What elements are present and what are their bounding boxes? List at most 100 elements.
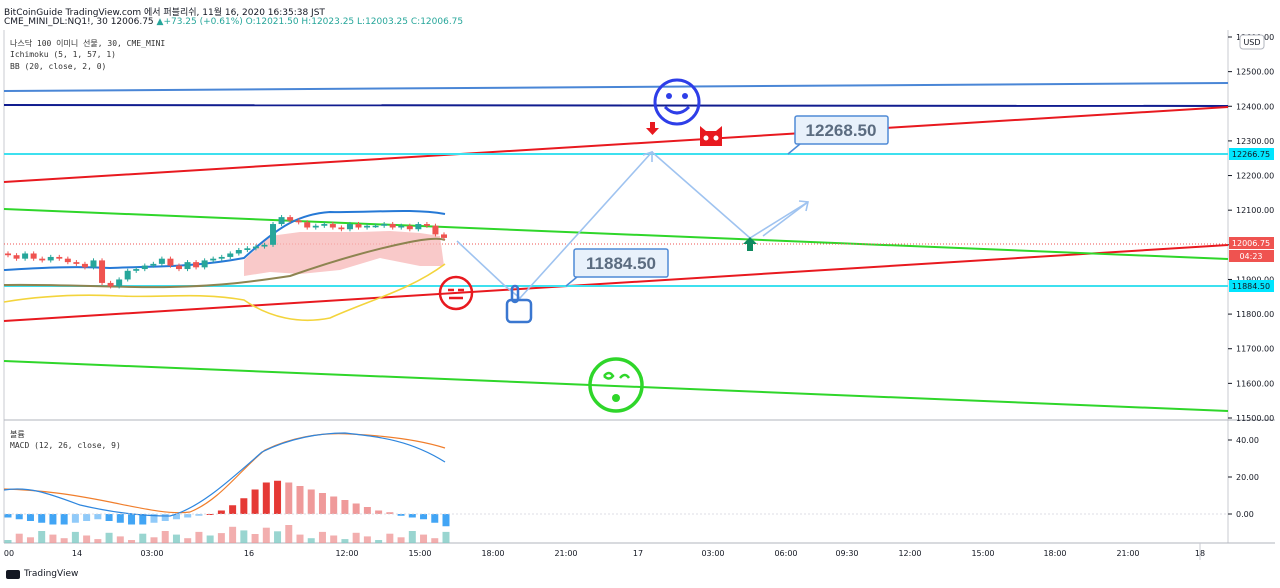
candle[interactable]	[389, 224, 396, 228]
macd-bar	[431, 514, 439, 523]
candle[interactable]	[81, 263, 88, 268]
cat-icon[interactable]	[700, 126, 722, 146]
candle[interactable]	[175, 265, 182, 270]
pointing-hand-icon[interactable]	[505, 284, 533, 324]
trend-line-red-upper[interactable]	[3, 106, 1229, 183]
volume-bar	[94, 539, 102, 543]
volume-legend[interactable]: 볼륨	[10, 430, 25, 439]
smile-icon[interactable]	[653, 78, 701, 126]
candle[interactable]	[415, 224, 422, 230]
candle[interactable]	[406, 225, 413, 230]
candle[interactable]	[227, 253, 234, 257]
candle[interactable]	[270, 224, 277, 245]
horizontal-line-navy[interactable]	[3, 104, 1229, 107]
candle[interactable]	[47, 256, 54, 261]
price-tick-label: 12200.00	[1236, 172, 1274, 181]
candle[interactable]	[338, 227, 345, 230]
candle[interactable]	[124, 270, 131, 280]
volume-bar	[184, 538, 192, 543]
forecast-path[interactable]	[456, 150, 809, 300]
candle[interactable]	[210, 258, 217, 261]
candle[interactable]	[90, 260, 97, 268]
candle[interactable]	[141, 265, 148, 270]
candle[interactable]	[432, 225, 439, 235]
candle[interactable]	[252, 246, 259, 249]
bb-legend[interactable]: BB (20, close, 2, 0)	[10, 62, 107, 71]
candle[interactable]	[116, 279, 123, 287]
candle[interactable]	[218, 256, 225, 259]
callout-mid[interactable]: 11884.50	[565, 248, 669, 287]
candle[interactable]	[39, 258, 46, 261]
candle[interactable]	[235, 250, 242, 254]
ichimoku-legend[interactable]: Ichimoku (5, 1, 57, 1)	[10, 50, 116, 59]
candle[interactable]	[304, 222, 311, 228]
candle[interactable]	[372, 225, 379, 228]
macd-legend[interactable]: MACD (12, 26, close, 9)	[10, 441, 121, 450]
candle[interactable]	[244, 248, 251, 251]
candle[interactable]	[346, 224, 353, 230]
candle[interactable]	[13, 255, 20, 259]
candle[interactable]	[441, 234, 447, 238]
volume-bar	[375, 540, 383, 543]
candle[interactable]	[423, 224, 430, 226]
candle[interactable]	[381, 224, 388, 226]
candle[interactable]	[73, 262, 80, 264]
candle[interactable]	[398, 225, 405, 228]
candle[interactable]	[107, 282, 114, 287]
candle[interactable]	[278, 217, 285, 225]
time-tick-label: 18	[1195, 549, 1205, 558]
neutral-face-icon[interactable]	[438, 275, 474, 311]
candle[interactable]	[201, 260, 208, 268]
callout-mid-label: 11884.50	[586, 254, 656, 273]
trend-line-green-lower[interactable]	[3, 360, 1229, 412]
trend-line-blue-upper[interactable]	[3, 82, 1229, 92]
candle[interactable]	[295, 220, 302, 223]
macd-bar	[150, 514, 158, 523]
candle[interactable]	[30, 253, 37, 259]
candles[interactable]	[5, 215, 447, 289]
tradingview-footer[interactable]: TradingView	[6, 569, 78, 579]
candle[interactable]	[184, 262, 191, 270]
candle[interactable]	[355, 224, 362, 228]
volume-bar	[352, 532, 360, 543]
time-tick-label: 15:00	[971, 549, 994, 558]
price-axis[interactable]: 12600.0012500.0012400.0012300.0012200.00…	[1228, 33, 1274, 423]
macd-bar	[15, 514, 23, 520]
candle[interactable]	[321, 224, 328, 226]
trend-line-green-upper[interactable]	[3, 208, 1229, 260]
currency-badge[interactable]: USD	[1239, 34, 1265, 50]
candle[interactable]	[364, 225, 371, 228]
candle[interactable]	[287, 217, 294, 221]
candle[interactable]	[133, 269, 140, 271]
candle[interactable]	[312, 225, 319, 228]
macd-histogram[interactable]	[4, 480, 450, 543]
candle[interactable]	[56, 256, 63, 259]
series-legend[interactable]: 나스닥 100 이미니 선물, 30, CME_MINI	[10, 39, 166, 48]
macd-bar	[285, 482, 293, 514]
macd-axis[interactable]: 40.00 20.00 0.00	[1228, 436, 1259, 519]
candle[interactable]	[64, 258, 71, 263]
macd-bar	[318, 493, 326, 514]
callout-top[interactable]: 12268.50	[787, 115, 889, 155]
price-tick-label: 11800.00	[1236, 310, 1274, 319]
dizzy-face-icon[interactable]	[588, 357, 644, 413]
time-tick-label: 03:00	[140, 549, 163, 558]
trend-line-red-lower[interactable]	[3, 244, 1229, 322]
candle[interactable]	[5, 253, 11, 256]
candle[interactable]	[193, 262, 200, 268]
candle[interactable]	[158, 258, 165, 264]
candle[interactable]	[99, 260, 106, 283]
forecast-arrowhead-top	[642, 150, 653, 162]
candle[interactable]	[329, 224, 336, 228]
time-tick-label: 12:00	[898, 549, 921, 558]
macd-bar	[352, 503, 360, 514]
volume-bar	[296, 534, 304, 543]
candle[interactable]	[261, 244, 268, 247]
candle[interactable]	[150, 263, 157, 266]
candle[interactable]	[167, 258, 174, 266]
time-axis[interactable]: 00 14 03:00 16 12:00 15:00 18:00 21:00 17 03:00 06…	[4, 549, 1205, 558]
candle[interactable]	[22, 253, 29, 259]
volume-bar	[38, 531, 46, 543]
volume-bar	[251, 534, 259, 543]
